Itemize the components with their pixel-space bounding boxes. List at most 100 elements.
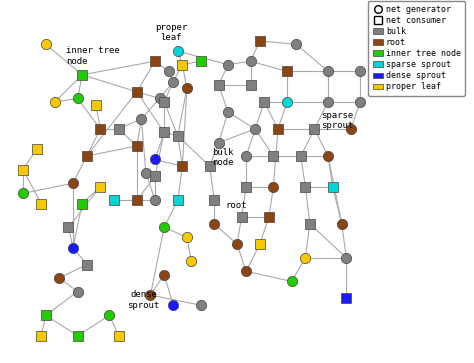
Point bbox=[133, 89, 141, 95]
Point bbox=[338, 221, 346, 227]
Point bbox=[283, 69, 291, 74]
Point bbox=[169, 302, 177, 308]
Text: root: root bbox=[226, 201, 247, 210]
Point bbox=[343, 295, 350, 301]
Point bbox=[110, 197, 118, 203]
Point bbox=[301, 255, 309, 261]
Point bbox=[233, 241, 241, 247]
Point bbox=[133, 197, 141, 203]
Point bbox=[97, 126, 104, 132]
Point bbox=[42, 41, 49, 47]
Point bbox=[301, 184, 309, 189]
Point bbox=[274, 126, 282, 132]
Point bbox=[270, 184, 277, 189]
Point bbox=[188, 258, 195, 264]
Point bbox=[92, 102, 100, 108]
Point bbox=[74, 95, 82, 101]
Point bbox=[151, 197, 159, 203]
Text: bulk
node: bulk node bbox=[212, 148, 234, 167]
Point bbox=[151, 156, 159, 162]
Point bbox=[78, 72, 86, 78]
Point bbox=[160, 130, 168, 135]
Point bbox=[19, 191, 27, 196]
Point bbox=[83, 262, 91, 268]
Text: inner tree
node: inner tree node bbox=[66, 46, 120, 66]
Point bbox=[324, 153, 332, 159]
Point bbox=[37, 201, 45, 207]
Point bbox=[179, 163, 186, 169]
Point bbox=[151, 58, 159, 64]
Point bbox=[106, 313, 113, 318]
Point bbox=[74, 333, 82, 339]
Point bbox=[146, 292, 154, 298]
Point bbox=[174, 133, 182, 139]
Point bbox=[215, 82, 223, 88]
Point bbox=[356, 69, 364, 74]
Point bbox=[261, 99, 268, 105]
Point bbox=[51, 99, 59, 105]
Point bbox=[247, 58, 255, 64]
Point bbox=[297, 153, 305, 159]
Point bbox=[78, 201, 86, 207]
Point bbox=[292, 41, 300, 47]
Point bbox=[347, 126, 355, 132]
Point bbox=[329, 184, 337, 189]
Point bbox=[324, 69, 332, 74]
Point bbox=[42, 313, 49, 318]
Point bbox=[242, 153, 250, 159]
Text: proper
leaf: proper leaf bbox=[155, 23, 187, 42]
Point bbox=[210, 197, 218, 203]
Point bbox=[206, 163, 213, 169]
Point bbox=[310, 126, 318, 132]
Point bbox=[160, 99, 168, 105]
Point bbox=[165, 69, 173, 74]
Point bbox=[133, 143, 141, 149]
Text: sparse
sprout: sparse sprout bbox=[321, 111, 354, 130]
Point bbox=[156, 95, 164, 101]
Point bbox=[74, 289, 82, 294]
Point bbox=[324, 99, 332, 105]
Legend: net generator, net consumer, bulk, root, inner tree node, sparse sprout, dense s: net generator, net consumer, bulk, root,… bbox=[368, 1, 465, 95]
Point bbox=[65, 224, 73, 230]
Point bbox=[160, 224, 168, 230]
Point bbox=[251, 126, 259, 132]
Point bbox=[160, 272, 168, 278]
Point bbox=[215, 140, 223, 146]
Point bbox=[69, 245, 77, 250]
Point bbox=[183, 85, 191, 91]
Point bbox=[37, 333, 45, 339]
Point bbox=[283, 99, 291, 105]
Point bbox=[238, 214, 246, 220]
Point bbox=[197, 58, 204, 64]
Point bbox=[288, 278, 295, 284]
Point bbox=[142, 170, 150, 176]
Point bbox=[55, 275, 63, 281]
Point bbox=[343, 255, 350, 261]
Point bbox=[256, 38, 264, 44]
Point bbox=[197, 302, 204, 308]
Point bbox=[19, 167, 27, 172]
Point bbox=[242, 184, 250, 189]
Point bbox=[224, 109, 232, 115]
Point bbox=[256, 241, 264, 247]
Point bbox=[179, 62, 186, 68]
Point bbox=[97, 184, 104, 189]
Point bbox=[83, 153, 91, 159]
Text: dense
sprout: dense sprout bbox=[128, 290, 160, 310]
Point bbox=[306, 221, 314, 227]
Point bbox=[137, 116, 145, 122]
Point bbox=[33, 146, 40, 152]
Point bbox=[169, 79, 177, 85]
Point bbox=[69, 180, 77, 186]
Point bbox=[174, 48, 182, 54]
Point bbox=[265, 214, 273, 220]
Point bbox=[115, 333, 122, 339]
Point bbox=[247, 82, 255, 88]
Point bbox=[174, 197, 182, 203]
Point bbox=[224, 62, 232, 68]
Point bbox=[356, 99, 364, 105]
Point bbox=[115, 126, 122, 132]
Point bbox=[183, 234, 191, 240]
Point bbox=[151, 174, 159, 179]
Point bbox=[210, 221, 218, 227]
